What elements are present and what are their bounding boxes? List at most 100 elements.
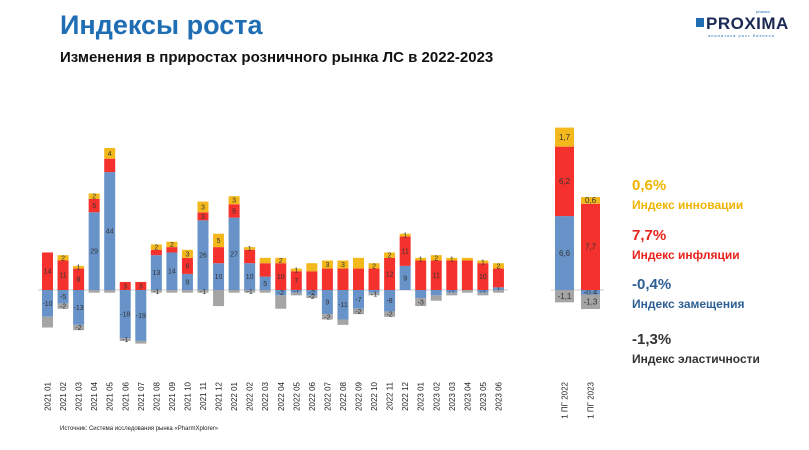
monthly-bar-innov-22 bbox=[384, 252, 396, 258]
monthly-bar-infl-13 bbox=[244, 249, 256, 264]
monthly-bar-infl-3 bbox=[88, 198, 100, 213]
monthly-label-subst-5: -18 bbox=[120, 312, 130, 319]
monthly-bar-innov-28 bbox=[477, 260, 489, 264]
monthly-category-label-29: 2023 06 bbox=[494, 381, 503, 410]
monthly-category-label-15: 2022 04 bbox=[277, 381, 286, 410]
halfyear-bar-infl-0 bbox=[555, 146, 574, 217]
monthly-bar-infl-14 bbox=[259, 263, 271, 277]
legend-inflation-label: Индекс инфляции bbox=[632, 248, 740, 262]
halfyear-bar-subst-0 bbox=[555, 216, 574, 290]
monthly-bar-infl-6 bbox=[135, 281, 147, 290]
monthly-label-elast-24: -3 bbox=[418, 300, 424, 307]
monthly-bar-innov-10 bbox=[197, 201, 209, 213]
legend-innovation-label: Индекс инновации bbox=[632, 198, 744, 212]
monthly-label-subst-18: 9 bbox=[325, 300, 329, 307]
legend-inflation: 7,7% Индекс инфляции bbox=[632, 227, 740, 262]
monthly-category-label-23: 2022 12 bbox=[401, 381, 410, 410]
monthly-label-subst-26: -1 bbox=[449, 289, 455, 296]
halfyear-label-elast-0: -1,1 bbox=[558, 292, 572, 301]
legend-elasticity: -1,3% Индекс эластичности bbox=[632, 331, 760, 366]
monthly-label-subst-13: 10 bbox=[246, 274, 254, 281]
proxima-logo: pharma PROXIMA аналитика рост бизнеса bbox=[696, 9, 788, 42]
monthly-bar-innov-1 bbox=[57, 255, 69, 261]
monthly-label-infl-2: 8 bbox=[77, 277, 81, 284]
monthly-bar-subst-11 bbox=[213, 263, 225, 290]
monthly-category-label-1: 2021 02 bbox=[59, 381, 68, 410]
monthly-label-subst-29: 1 bbox=[496, 286, 500, 293]
monthly-label-innov-12: 3 bbox=[232, 198, 236, 205]
page-title: Индексы роста bbox=[60, 10, 263, 40]
monthly-bar-innov-12 bbox=[228, 196, 240, 205]
monthly-bar-elast-20 bbox=[353, 308, 364, 315]
monthly-bar-infl-20 bbox=[353, 268, 364, 290]
monthly-bar-innov-24 bbox=[415, 257, 427, 261]
monthly-label-subst-28: -1 bbox=[480, 289, 486, 296]
monthly-bar-subst-18 bbox=[321, 290, 333, 315]
monthly-bar-infl-4 bbox=[104, 158, 116, 173]
monthly-label-innov-4: 4 bbox=[108, 151, 112, 158]
halfyear-label-subst-0: 6,6 bbox=[559, 249, 571, 258]
logo-tagline: аналитика рост бизнеса bbox=[708, 33, 775, 38]
monthly-bar-infl-24 bbox=[415, 260, 427, 290]
monthly-bar-subst-25 bbox=[430, 290, 442, 296]
monthly-label-subst-4: 44 bbox=[106, 228, 114, 235]
monthly-bar-subst-4 bbox=[104, 172, 116, 290]
monthly-label-innov-26: 1 bbox=[450, 257, 454, 264]
monthly-bar-elast-21 bbox=[368, 292, 380, 296]
monthly-label-elast-7: -1 bbox=[153, 289, 159, 296]
halfyear-bar-subst-1 bbox=[581, 290, 600, 295]
halfyear-bar-innov-1 bbox=[581, 197, 600, 204]
monthly-bar-innov-25 bbox=[430, 255, 442, 261]
monthly-bar-infl-27 bbox=[461, 260, 473, 290]
legend-substitution-label: Индекс замещения bbox=[632, 297, 745, 311]
monthly-label-subst-17: -2 bbox=[309, 290, 315, 297]
monthly-label-innov-24: 1 bbox=[419, 257, 423, 264]
monthly-bar-elast-13 bbox=[244, 290, 256, 293]
monthly-label-innov-2: 1 bbox=[77, 265, 81, 272]
monthly-bar-elast-19 bbox=[337, 319, 349, 325]
monthly-label-infl-22: 12 bbox=[386, 271, 394, 278]
monthly-bar-elast-4 bbox=[104, 290, 116, 293]
monthly-label-infl-0: 14 bbox=[44, 269, 52, 276]
monthly-bar-elast-1 bbox=[57, 303, 69, 309]
monthly-bar-innov-19 bbox=[337, 260, 349, 269]
monthly-label-elast-1: -2 bbox=[60, 304, 66, 311]
monthly-label-innov-7: 2 bbox=[154, 245, 158, 252]
monthly-category-label-24: 2023 01 bbox=[417, 381, 426, 410]
monthly-bar-infl-18 bbox=[321, 268, 333, 290]
monthly-bar-infl-19 bbox=[337, 268, 349, 290]
monthly-category-label-16: 2022 05 bbox=[292, 381, 301, 410]
monthly-bar-subst-16 bbox=[290, 290, 302, 293]
monthly-bar-infl-29 bbox=[492, 268, 504, 288]
monthly-bar-elast-15 bbox=[275, 295, 287, 309]
halfyear-label-infl-0: 6,2 bbox=[559, 177, 571, 186]
monthly-label-subst-3: 29 bbox=[90, 249, 98, 256]
monthly-bar-infl-11 bbox=[213, 247, 225, 264]
monthly-category-label-2: 2021 03 bbox=[75, 381, 84, 410]
legend-elasticity-label: Индекс эластичности bbox=[632, 352, 760, 366]
halfyear-bar-elast-0 bbox=[555, 290, 574, 303]
monthly-label-innov-21: 2 bbox=[372, 263, 376, 270]
monthly-label-subst-22: -8 bbox=[386, 298, 392, 305]
monthly-label-innov-3: 2 bbox=[92, 194, 96, 201]
monthly-bar-infl-0 bbox=[42, 252, 53, 290]
monthly-bar-infl-28 bbox=[477, 263, 489, 290]
monthly-bar-infl-25 bbox=[430, 260, 442, 290]
monthly-category-label-28: 2023 05 bbox=[479, 381, 488, 410]
monthly-bar-subst-23 bbox=[399, 265, 411, 290]
monthly-bar-elast-17 bbox=[306, 295, 318, 299]
monthly-label-elast-13: -1 bbox=[247, 289, 253, 296]
monthly-category-label-9: 2021 10 bbox=[183, 381, 192, 410]
legend-substitution: -0,4% Индекс замещения bbox=[632, 276, 744, 311]
monthly-bar-subst-19 bbox=[337, 290, 349, 320]
logo-square-icon bbox=[696, 18, 704, 27]
monthly-bar-subst-17 bbox=[306, 290, 318, 296]
monthly-bar-elast-18 bbox=[321, 314, 333, 320]
monthly-label-innov-29: 2 bbox=[496, 263, 500, 270]
monthly-bar-innov-21 bbox=[368, 263, 380, 269]
monthly-label-infl-1: 11 bbox=[59, 273, 66, 280]
monthly-bar-elast-14 bbox=[259, 290, 271, 293]
monthly-bar-elast-28 bbox=[477, 292, 489, 296]
monthly-label-infl-3: 5 bbox=[92, 203, 96, 210]
